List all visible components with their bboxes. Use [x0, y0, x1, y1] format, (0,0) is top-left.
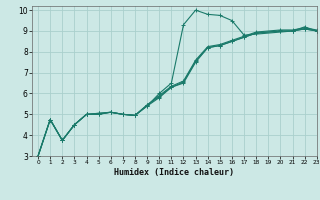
X-axis label: Humidex (Indice chaleur): Humidex (Indice chaleur)	[115, 168, 234, 177]
